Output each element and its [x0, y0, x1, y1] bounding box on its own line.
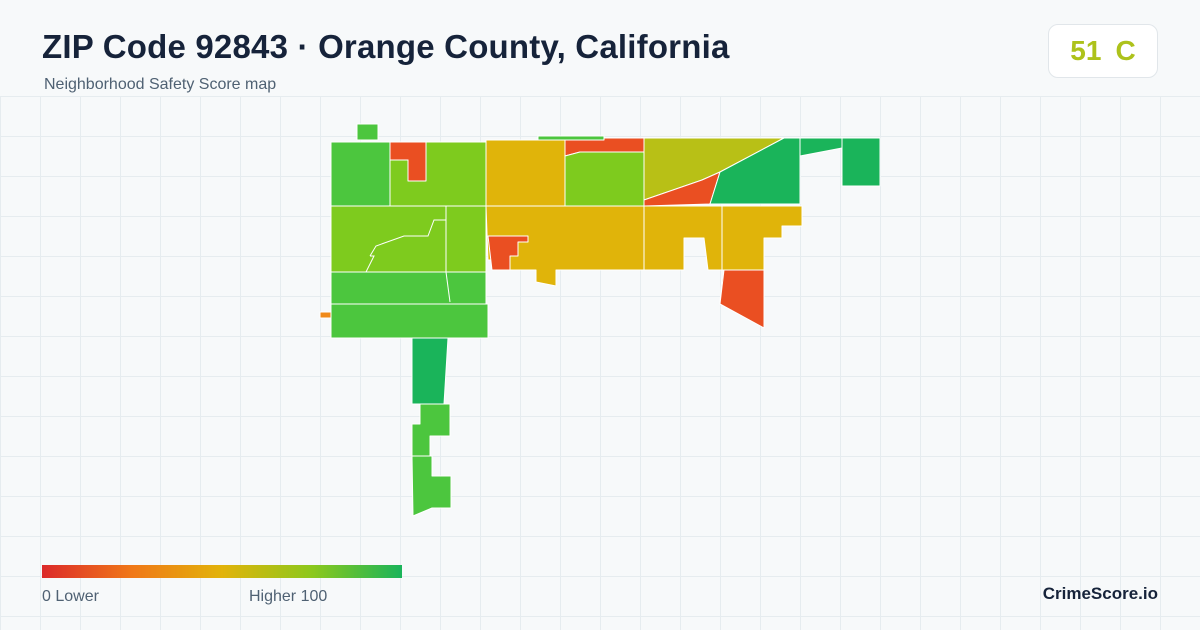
map-area[interactable]	[445, 205, 487, 273]
map-area[interactable]	[719, 269, 765, 329]
map-area[interactable]	[411, 455, 452, 517]
map-area[interactable]	[841, 137, 881, 187]
map-area[interactable]	[537, 135, 605, 141]
page-subtitle: Neighborhood Safety Score map	[44, 76, 277, 93]
map-area[interactable]	[799, 137, 843, 157]
map-boundary-line	[369, 219, 446, 257]
score-value: 51	[1070, 35, 1102, 66]
map-area[interactable]	[709, 137, 801, 205]
map-area[interactable]	[643, 205, 723, 271]
map-area[interactable]	[330, 205, 447, 273]
legend-min-label: 0 Lower	[42, 588, 99, 605]
map-area[interactable]	[485, 139, 566, 207]
brand-logo-text[interactable]: CrimeScore.io	[1042, 584, 1158, 603]
map-boundary-line	[331, 255, 375, 273]
map-area[interactable]	[319, 311, 332, 319]
map-area[interactable]	[411, 337, 449, 405]
map-area[interactable]	[330, 303, 489, 339]
safety-score-badge: 51 C	[1048, 24, 1158, 78]
map-area[interactable]	[330, 271, 487, 305]
page-title: ZIP Code 92843 · Orange County, Californ…	[42, 28, 730, 65]
legend-max-label: Higher 100	[249, 588, 328, 605]
map-area[interactable]	[330, 141, 391, 207]
map-area[interactable]	[411, 403, 451, 457]
legend-color-scale	[42, 565, 402, 578]
score-grade: C	[1115, 35, 1136, 66]
map-area[interactable]	[721, 205, 803, 271]
map-area[interactable]	[356, 123, 379, 141]
map-boundary-line	[445, 271, 451, 303]
map-area[interactable]	[564, 151, 645, 207]
map-area[interactable]	[487, 235, 529, 271]
